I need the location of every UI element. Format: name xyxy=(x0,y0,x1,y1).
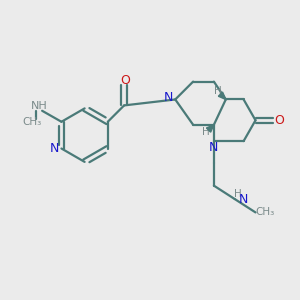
Text: N: N xyxy=(164,92,173,104)
Text: H: H xyxy=(214,86,221,96)
Text: CH₃: CH₃ xyxy=(255,207,275,218)
Polygon shape xyxy=(206,125,214,132)
Text: N: N xyxy=(238,193,248,206)
Text: O: O xyxy=(120,74,130,87)
Text: N: N xyxy=(208,141,218,154)
Text: H: H xyxy=(234,189,242,199)
Polygon shape xyxy=(218,92,226,100)
Text: H: H xyxy=(202,127,209,137)
Text: N: N xyxy=(50,142,60,155)
Text: O: O xyxy=(274,114,284,127)
Text: NH: NH xyxy=(31,101,47,111)
Text: CH₃: CH₃ xyxy=(22,117,41,127)
